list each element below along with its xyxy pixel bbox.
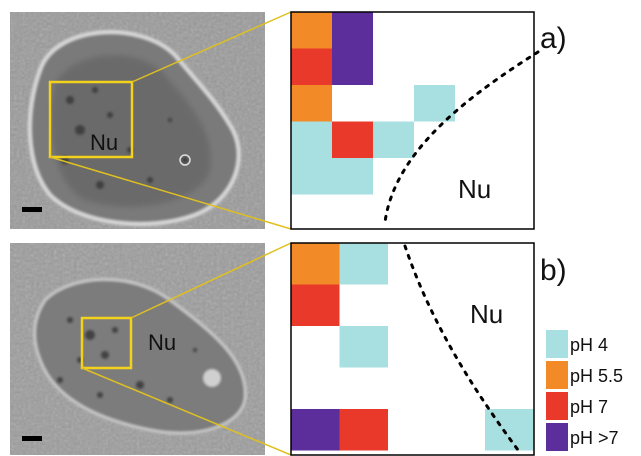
map-a-cell-8 — [373, 121, 414, 158]
map-a-cell-5 — [414, 85, 455, 122]
legend-swatch-3 — [546, 423, 568, 451]
legend-label-2: pH 7 — [570, 397, 608, 417]
map-border-a — [290, 11, 535, 230]
map-a-cell-0 — [291, 12, 332, 49]
ph-map-b: Nu — [290, 242, 535, 456]
legend-swatch-1 — [546, 361, 568, 389]
cell-label-a: Nu — [90, 130, 118, 155]
legend-label-1: pH 5.5 — [570, 366, 623, 386]
ph-legend: pH 4 pH 5.5 pH 7 pH >7 — [546, 330, 623, 451]
map-a-cell-6 — [291, 121, 332, 158]
map-b-cell-4 — [291, 409, 340, 451]
legend-label-3: pH >7 — [570, 428, 619, 448]
map-a-cell-3 — [332, 48, 373, 85]
scale-bar-a — [22, 207, 42, 212]
nucleus-boundary-b — [403, 244, 520, 452]
nucleus-boundary-a — [383, 50, 540, 224]
map-a-cell-1 — [332, 12, 373, 49]
zoom-line-b-top — [130, 242, 292, 319]
cell-label-b: Nu — [148, 330, 176, 355]
map-b-cell-2 — [291, 284, 340, 326]
zoom-box-a — [48, 80, 134, 159]
zoom-box-b — [80, 316, 133, 370]
map-a-cell-7 — [332, 121, 373, 158]
zoom-line-a-top — [131, 11, 292, 83]
map-a-cell-10 — [332, 158, 373, 195]
map-b-cell-1 — [339, 243, 388, 285]
map-b-cell-3 — [339, 326, 388, 368]
legend-swatch-2 — [546, 392, 568, 420]
map-label-a: Nu — [458, 174, 491, 204]
map-a-cell-4 — [291, 85, 332, 122]
legend-label-0: pH 4 — [570, 335, 608, 355]
panel-label-b: b) — [540, 254, 567, 287]
map-b-cell-0 — [291, 243, 340, 285]
zoom-line-a-bottom — [49, 156, 292, 230]
map-label-b: Nu — [470, 299, 503, 329]
zoom-line-b-bottom — [81, 367, 292, 456]
map-a-cell-9 — [291, 158, 332, 195]
scale-bar-b — [22, 436, 42, 441]
ph-map-a: Nu — [290, 11, 540, 230]
map-a-cell-2 — [291, 48, 332, 85]
legend-swatch-0 — [546, 330, 568, 358]
panel-label-a: a) — [540, 22, 567, 55]
micrograph-b — [10, 243, 265, 455]
map-b-cell-5 — [339, 409, 388, 451]
micrograph-a — [10, 12, 265, 229]
map-border-b — [290, 242, 535, 456]
